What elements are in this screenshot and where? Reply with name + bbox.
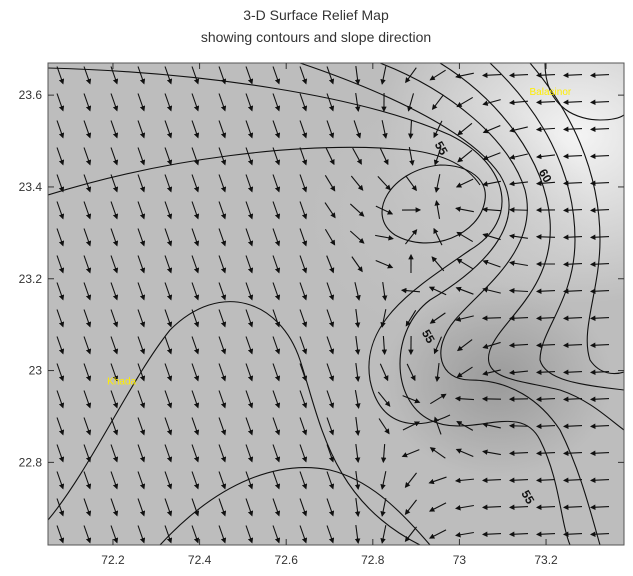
- x-tick-label: 73.2: [534, 553, 558, 567]
- y-tick-label: 23: [29, 364, 43, 378]
- chart: 3-D Surface Relief Map showing contours …: [0, 0, 633, 571]
- y-tick-label: 23.2: [19, 272, 43, 286]
- x-tick-label: 72.2: [101, 553, 125, 567]
- place-label: Balasinor: [530, 87, 572, 98]
- y-tick-label: 23.6: [19, 88, 43, 102]
- slope-arrow: [537, 237, 555, 238]
- x-tick-label: 73: [453, 553, 467, 567]
- y-tick-label: 22.8: [19, 455, 43, 469]
- slope-arrow: [483, 318, 501, 319]
- plot-area: [48, 63, 624, 545]
- chart-subtitle: showing contours and slope direction: [201, 29, 431, 45]
- chart-title: 3-D Surface Relief Map: [243, 7, 389, 23]
- y-tick-label: 23.4: [19, 180, 43, 194]
- x-tick-label: 72.4: [188, 553, 212, 567]
- relief: [48, 63, 624, 545]
- place-label: Khada: [107, 376, 136, 387]
- slope-arrow: [510, 426, 528, 427]
- x-tick-label: 72.8: [361, 553, 385, 567]
- x-tick-label: 72.6: [275, 553, 299, 567]
